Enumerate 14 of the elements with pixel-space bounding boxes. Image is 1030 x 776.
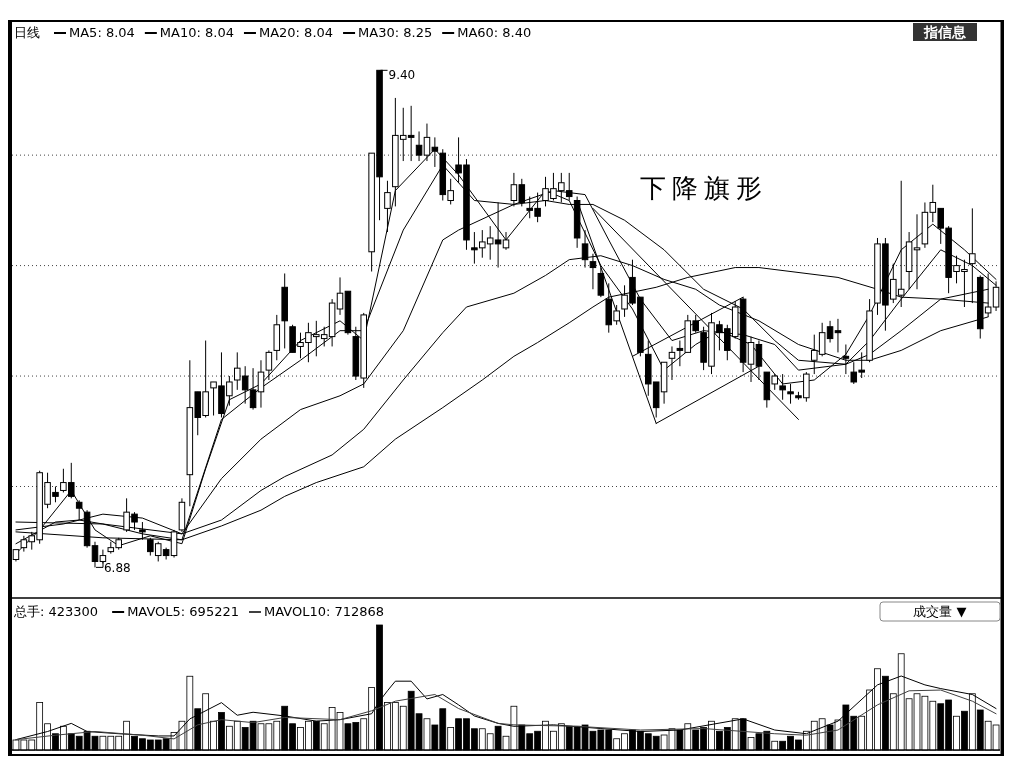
legend-label: MA20: 8.04 [258, 25, 334, 40]
annotation: 9.40 [388, 68, 416, 83]
legend-label: MA5: 8.04 [69, 25, 135, 40]
chart-title: 总手: 423300 [13, 604, 99, 619]
text: 成交量 ▼ [913, 604, 967, 619]
legend-label: MA10: 8.04 [159, 25, 234, 40]
annotation: 指信息 [923, 24, 967, 40]
legend-label: MAVOL5: 695221 [127, 604, 239, 619]
legend-label: MAVOL10: 712868 [263, 604, 385, 619]
annotation: 6.88 [103, 561, 131, 576]
annotation: 下降旗形 [640, 173, 768, 203]
chart-title: 日线 [14, 25, 40, 40]
legend-label: MA60: 8.40 [457, 25, 532, 40]
legend-label: MA30: 8.25 [358, 25, 433, 40]
